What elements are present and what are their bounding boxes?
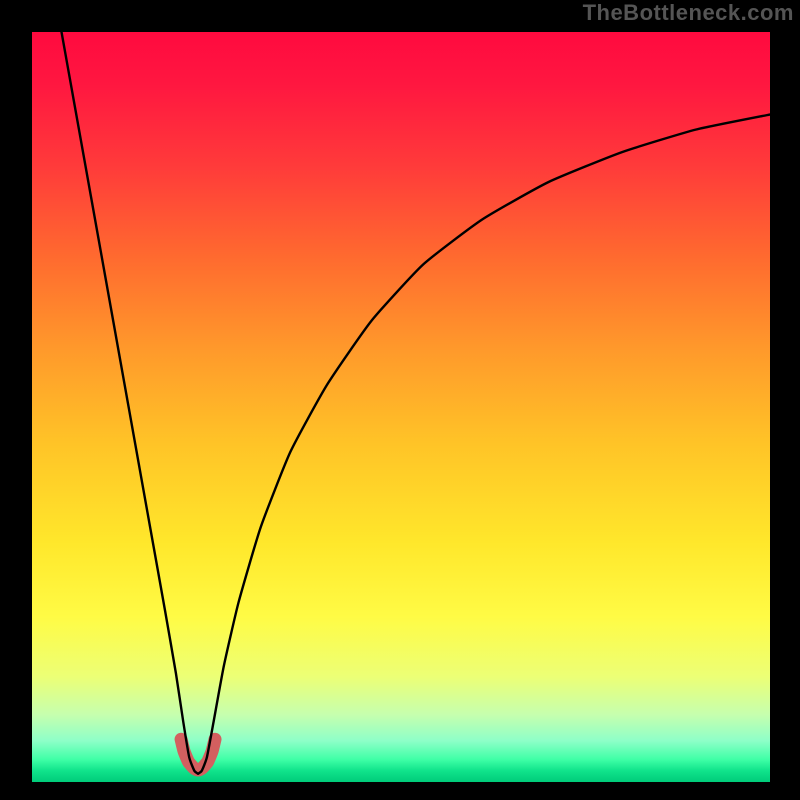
watermark-text: TheBottleneck.com [583, 0, 794, 26]
bottleneck-chart [32, 32, 770, 782]
chart-container [32, 32, 770, 782]
chart-background [32, 32, 770, 782]
